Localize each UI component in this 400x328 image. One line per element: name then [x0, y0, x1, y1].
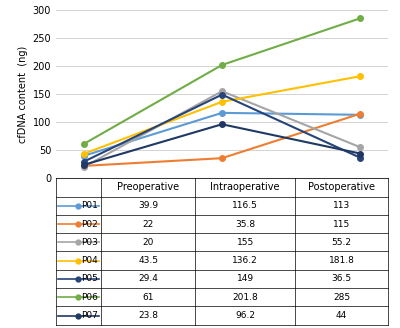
Text: 149: 149: [237, 275, 254, 283]
Text: 36.5: 36.5: [332, 275, 352, 283]
Text: 20: 20: [142, 238, 154, 247]
Text: 96.2: 96.2: [235, 311, 255, 320]
Text: 61: 61: [142, 293, 154, 302]
Text: 39.9: 39.9: [138, 201, 158, 210]
Text: P04: P04: [81, 256, 98, 265]
Text: P06: P06: [81, 293, 98, 302]
Text: P07: P07: [81, 311, 98, 320]
Text: 35.8: 35.8: [235, 219, 255, 229]
Text: Preoperative: Preoperative: [117, 182, 179, 193]
Text: P03: P03: [81, 238, 98, 247]
Text: P02: P02: [81, 219, 98, 229]
Text: 113: 113: [333, 201, 350, 210]
Text: 22: 22: [142, 219, 154, 229]
Text: P05: P05: [81, 275, 98, 283]
Text: 29.4: 29.4: [138, 275, 158, 283]
Text: 116.5: 116.5: [232, 201, 258, 210]
Text: Postoperative: Postoperative: [308, 182, 375, 193]
Text: 181.8: 181.8: [328, 256, 354, 265]
Text: P01: P01: [81, 201, 98, 210]
Text: 285: 285: [333, 293, 350, 302]
Text: 115: 115: [333, 219, 350, 229]
Text: 43.5: 43.5: [138, 256, 158, 265]
Text: 23.8: 23.8: [138, 311, 158, 320]
Y-axis label: cfDNA content  (ng): cfDNA content (ng): [18, 45, 28, 143]
Text: Intraoperative: Intraoperative: [210, 182, 280, 193]
Text: 44: 44: [336, 311, 347, 320]
Text: 155: 155: [237, 238, 254, 247]
Text: 136.2: 136.2: [232, 256, 258, 265]
Text: 201.8: 201.8: [232, 293, 258, 302]
Text: 55.2: 55.2: [332, 238, 352, 247]
